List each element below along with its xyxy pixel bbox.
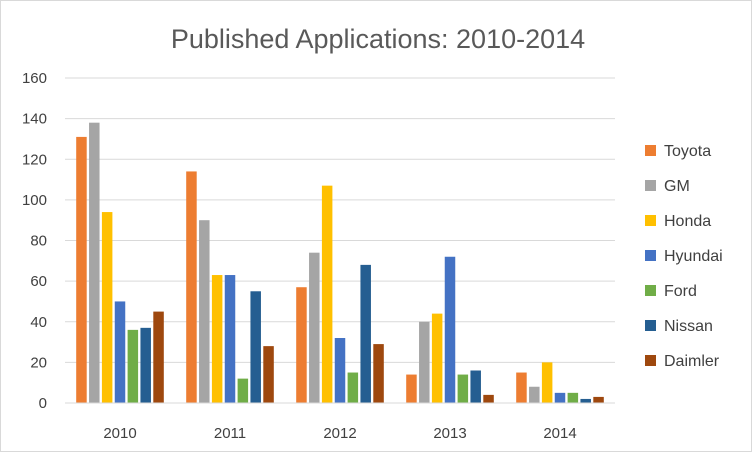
chart-title: Published Applications: 2010-2014 (171, 24, 585, 54)
bar-honda-2012 (321, 185, 333, 403)
bar-nissan-2012 (360, 264, 371, 403)
y-tick-label: 0 (39, 395, 47, 412)
bar-daimler-2014 (593, 396, 604, 403)
legend-swatch-gm (645, 180, 656, 191)
bar-nissan-2011 (250, 291, 261, 403)
bar-toyota-2011 (186, 171, 197, 403)
bar-daimler-2010 (153, 311, 164, 403)
bar-gm-2010 (89, 122, 100, 403)
legend-label-gm: GM (664, 178, 690, 195)
bar-nissan-2010 (140, 327, 151, 403)
bar-ford-2013 (457, 374, 469, 403)
bar-ford-2010 (127, 329, 139, 403)
x-tick-label: 2014 (543, 425, 576, 442)
x-axis-ticks: 2010 2011 2012 2013 2014 (103, 425, 576, 442)
y-tick-label: 20 (30, 354, 47, 371)
bar-daimler-2012 (373, 344, 384, 403)
bar-honda-2010 (101, 212, 113, 403)
bar-toyota-2012 (296, 287, 307, 403)
bar-toyota-2010 (76, 136, 87, 403)
y-tick-label: 160 (22, 70, 47, 87)
x-tick-label: 2011 (214, 425, 246, 442)
bar-nissan-2013 (470, 370, 481, 403)
bar-hyundai-2010 (114, 301, 126, 403)
x-tick-label: 2013 (433, 425, 466, 442)
y-tick-label: 120 (22, 151, 47, 168)
y-tick-label: 100 (22, 192, 47, 209)
bar-toyota-2014 (516, 372, 527, 403)
bars (76, 122, 604, 403)
gridlines (65, 77, 615, 363)
x-tick-label: 2012 (323, 425, 356, 442)
legend-swatch-honda (645, 215, 656, 226)
legend-swatch-ford (645, 285, 656, 296)
bar-daimler-2011 (263, 346, 274, 403)
bar-honda-2014 (541, 362, 553, 403)
bar-daimler-2013 (483, 394, 494, 403)
bar-gm-2013 (419, 321, 430, 403)
y-tick-label: 40 (30, 314, 47, 331)
legend-swatch-nissan (645, 320, 656, 331)
bar-ford-2011 (237, 378, 249, 403)
y-tick-label: 140 (22, 111, 47, 128)
y-axis-ticks: 0 20 40 60 80 100 120 140 160 (22, 70, 47, 412)
y-tick-label: 60 (30, 273, 47, 290)
legend-label-honda: Honda (664, 213, 711, 230)
legend-label-daimler: Daimler (664, 353, 720, 370)
bar-gm-2014 (529, 386, 540, 403)
legend-label-toyota: Toyota (664, 143, 711, 160)
legend-swatch-daimler (645, 355, 656, 366)
x-tick-label: 2010 (103, 425, 136, 442)
bar-hyundai-2013 (444, 256, 456, 403)
legend-swatch-toyota (645, 145, 656, 156)
y-tick-label: 80 (30, 233, 47, 250)
legend-label-nissan: Nissan (664, 318, 713, 335)
bar-hyundai-2011 (224, 275, 236, 403)
bar-honda-2011 (211, 275, 223, 403)
bar-honda-2013 (431, 313, 443, 403)
legend-label-hyundai: Hyundai (664, 248, 723, 265)
legend: Toyota GM Honda Hyundai Ford Nissan Daimler (645, 143, 723, 370)
bar-nissan-2014 (580, 398, 591, 403)
bar-gm-2011 (199, 220, 210, 403)
bar-gm-2012 (309, 252, 320, 403)
bar-hyundai-2014 (554, 392, 566, 403)
bar-hyundai-2012 (334, 338, 346, 403)
bar-ford-2014 (567, 392, 579, 403)
legend-label-ford: Ford (664, 283, 697, 300)
bar-ford-2012 (347, 372, 359, 403)
legend-swatch-hyundai (645, 250, 656, 261)
bar-toyota-2013 (406, 374, 417, 403)
